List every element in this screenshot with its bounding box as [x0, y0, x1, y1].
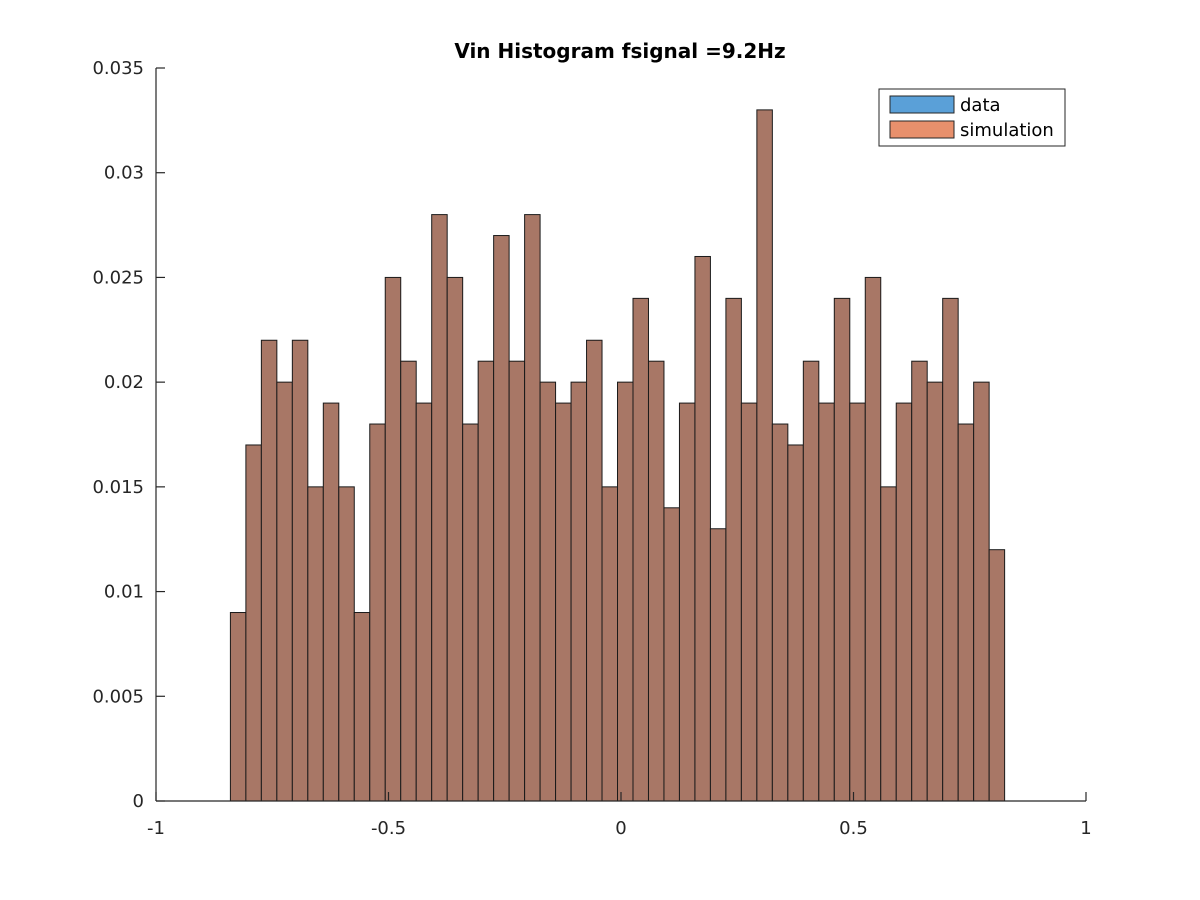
histogram-bar — [601, 486, 619, 802]
histogram-bar — [740, 402, 758, 802]
axes-group: -1 -0.5 0 0.5 1 0 0.005 0.01 0.015 0.02 0.025 0.03 0… — [92, 58, 1091, 839]
y-tick-label: 0.015 — [92, 477, 144, 498]
histogram-bar — [973, 381, 990, 802]
histogram-bar — [524, 214, 541, 802]
histogram-bar — [369, 423, 386, 802]
legend-swatch-data — [889, 95, 955, 114]
histogram-bar — [353, 612, 371, 802]
y-tick-label: 0.01 — [104, 582, 144, 603]
histogram-bar — [617, 381, 634, 802]
histogram-bar — [555, 402, 572, 802]
legend-label-simulation: simulation — [960, 120, 1054, 141]
histogram-bar — [415, 402, 433, 802]
histogram-bar — [570, 381, 588, 802]
histogram-bar — [508, 360, 526, 802]
x-tick-label: -1 — [147, 818, 165, 839]
histogram-bar — [911, 360, 928, 802]
x-tick-label: 0.5 — [839, 818, 868, 839]
histogram-bar — [818, 402, 835, 802]
histogram-bar — [431, 214, 448, 802]
histogram-bar — [833, 297, 851, 802]
histogram-bar — [338, 486, 355, 802]
histogram-bar — [276, 381, 293, 802]
histogram-bar — [446, 276, 464, 802]
histogram-bar — [260, 339, 278, 802]
y-tick-label: 0.02 — [104, 372, 144, 393]
histogram-bar — [384, 276, 402, 802]
legend: data simulation — [878, 88, 1066, 147]
histogram-bar — [229, 612, 247, 802]
histogram-bar — [957, 423, 975, 802]
histogram-bar — [864, 276, 882, 802]
histogram-bar — [632, 297, 649, 802]
histogram-bar — [756, 109, 773, 802]
x-tick-label: 1 — [1080, 818, 1091, 839]
histogram-bar — [771, 423, 789, 802]
histogram-bar — [307, 486, 324, 802]
histogram-bar — [988, 549, 1006, 802]
histogram-bar — [926, 381, 944, 802]
histogram-bar — [725, 297, 742, 802]
histogram-bar — [400, 360, 417, 802]
y-tick-label: 0.005 — [92, 686, 144, 707]
bars-group — [229, 109, 1006, 802]
histogram-bar — [787, 444, 804, 802]
histogram-bar — [245, 444, 262, 802]
histogram-bar — [802, 360, 820, 802]
histogram-bar — [663, 507, 680, 802]
histogram-bar — [678, 402, 696, 802]
histogram-bar — [291, 339, 309, 802]
histogram-bar — [849, 402, 866, 802]
histogram-bar — [539, 381, 557, 802]
legend-swatch-simulation — [889, 120, 955, 139]
histogram-bar — [880, 486, 897, 802]
histogram-bar — [942, 297, 959, 802]
histogram-bar — [694, 255, 711, 802]
histogram-bar — [462, 423, 479, 802]
legend-label-data: data — [960, 95, 1001, 116]
histogram-bar — [322, 402, 340, 802]
y-tick-label: 0 — [133, 791, 144, 812]
histogram-bar — [493, 235, 510, 802]
chart-title: Vin Histogram fsignal =9.2Hz — [454, 39, 785, 63]
x-tick-label: -0.5 — [371, 818, 406, 839]
histogram-bar — [477, 360, 495, 802]
histogram-bar — [895, 402, 913, 802]
histogram-bar — [586, 339, 603, 802]
y-tick-label: 0.03 — [104, 163, 144, 184]
histogram-bar — [647, 360, 665, 802]
histogram-bar — [709, 528, 727, 802]
x-tick-label: 0 — [615, 818, 626, 839]
y-tick-label: 0.035 — [92, 58, 144, 79]
y-tick-label: 0.025 — [92, 267, 144, 288]
